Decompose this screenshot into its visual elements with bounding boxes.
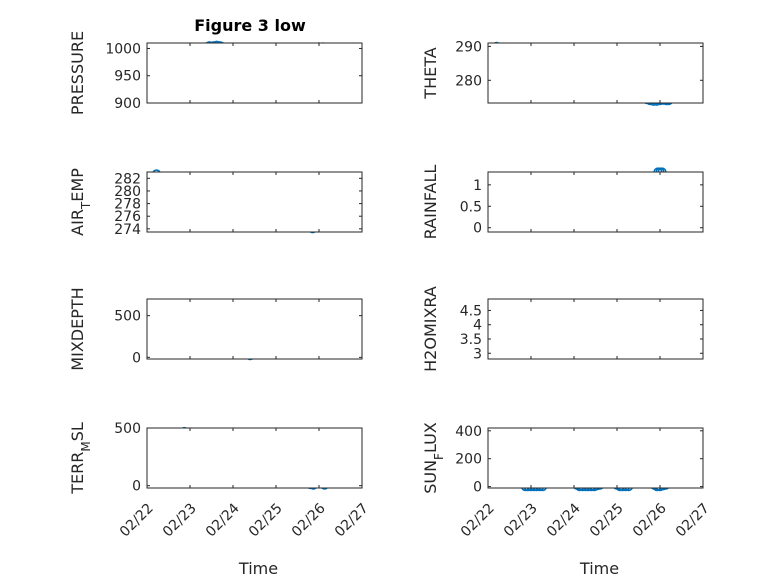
axes-frame bbox=[487, 427, 704, 489]
y-tick-label: 1 bbox=[473, 178, 482, 194]
x-tick-label: 02/25 bbox=[246, 500, 286, 540]
subplot-5: 0 500 MIXDEPTH bbox=[68, 287, 363, 371]
y-axis-label: PRESSURE bbox=[68, 31, 87, 115]
x-axis-label: Time bbox=[579, 559, 619, 578]
y-tick-label: 282 bbox=[114, 171, 141, 187]
subplot-1: 900 950 1000 PRESSURE bbox=[68, 31, 363, 115]
axes-frame bbox=[487, 298, 704, 360]
axes-frame bbox=[487, 42, 704, 104]
subplot-2: 280 290 THETA bbox=[421, 39, 704, 106]
y-tick-label: 290 bbox=[455, 39, 482, 55]
y-tick-label: 0.5 bbox=[460, 199, 482, 215]
subplot-7: 0 500 TERRMSL 02/22 02/23 02/24 02/25 02/26 02/2… bbox=[68, 421, 372, 578]
y-tick-label: 0 bbox=[132, 350, 141, 366]
y-tick-label: 950 bbox=[114, 69, 141, 85]
x-tick-label: 02/27 bbox=[673, 500, 713, 540]
axes-frame bbox=[146, 298, 363, 360]
y-axis-label: H2OMIXRA bbox=[421, 286, 440, 372]
x-axis-label: Time bbox=[238, 559, 278, 578]
y-tick-label: 1000 bbox=[105, 41, 141, 57]
x-tick-label: 02/22 bbox=[458, 500, 498, 540]
y-axis-label: TERRMSL bbox=[68, 422, 93, 495]
y-tick-label: 500 bbox=[114, 421, 141, 437]
y-tick-label: 4.5 bbox=[460, 303, 482, 319]
x-tick-label: 02/23 bbox=[501, 500, 541, 540]
x-tick-label: 02/25 bbox=[587, 500, 627, 540]
y-axis-label: SUNFLUX bbox=[421, 422, 446, 494]
y-axis-label: THETA bbox=[421, 47, 440, 99]
subplot-6: 33.544.5 H2OMIXRA bbox=[421, 286, 704, 372]
y-tick-label: 500 bbox=[114, 309, 141, 325]
y-tick-label: 278 bbox=[114, 197, 141, 213]
subplot-4: 0 0.5 1 RAINFALL bbox=[421, 165, 704, 240]
figure-title: Figure 3 low bbox=[194, 16, 306, 35]
y-tick-label: 274 bbox=[114, 222, 141, 238]
y-tick-label: 3.5 bbox=[460, 332, 482, 348]
y-axis-label: RAINFALL bbox=[421, 165, 440, 240]
y-tick-label: 200 bbox=[455, 452, 482, 468]
x-tick-label: 02/23 bbox=[160, 500, 200, 540]
y-tick-label: 0 bbox=[473, 221, 482, 237]
subplot-8: 0 200 400 SUNFLUX 02/22 02/23 02/24 02/25 02/26 0… bbox=[421, 422, 713, 578]
y-tick-label: 0 bbox=[132, 479, 141, 495]
axes-frame bbox=[146, 427, 363, 489]
x-tick-label: 02/27 bbox=[332, 500, 372, 540]
y-tick-label: 280 bbox=[455, 73, 482, 89]
y-tick-label: 280 bbox=[114, 184, 141, 200]
axes-frame bbox=[487, 171, 704, 233]
axes-frame bbox=[146, 42, 363, 104]
y-tick-label: 276 bbox=[114, 209, 141, 225]
x-tick-label: 02/26 bbox=[630, 500, 670, 540]
x-tick-label: 02/26 bbox=[289, 500, 329, 540]
x-tick-label: 02/24 bbox=[203, 500, 243, 540]
y-tick-label: 3 bbox=[473, 346, 482, 362]
y-tick-label: 900 bbox=[114, 96, 141, 112]
x-tick-label: 02/24 bbox=[544, 500, 584, 540]
y-axis-label: AIRTEMP bbox=[68, 168, 93, 236]
y-tick-label: 0 bbox=[473, 480, 482, 496]
y-axis-label: MIXDEPTH bbox=[68, 287, 87, 370]
y-tick-label: 400 bbox=[455, 424, 482, 440]
axes-frame bbox=[146, 171, 363, 233]
y-tick-label: 4 bbox=[473, 318, 482, 334]
x-tick-label: 02/22 bbox=[117, 500, 157, 540]
